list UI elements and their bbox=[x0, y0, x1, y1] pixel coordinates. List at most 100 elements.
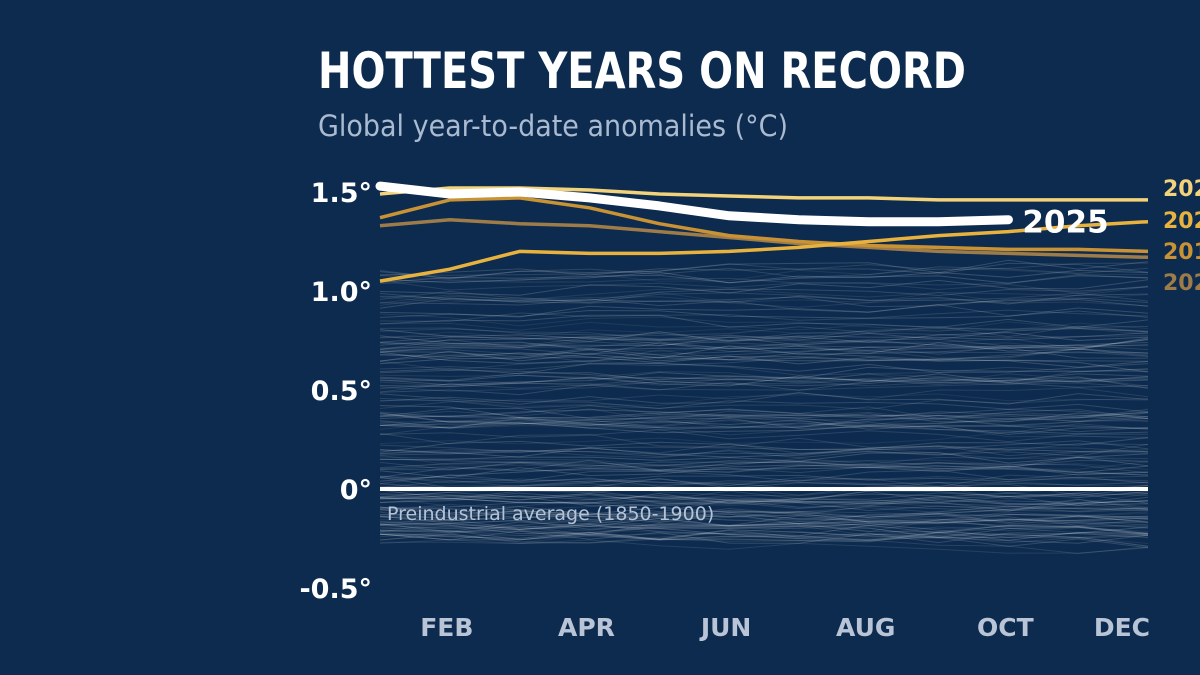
background-year-line bbox=[379, 271, 1149, 284]
background-year-line bbox=[379, 489, 1149, 506]
background-year-line bbox=[379, 369, 1149, 389]
y-tick-label: 1.0° bbox=[311, 277, 372, 308]
background-year-line bbox=[379, 498, 1149, 512]
background-year-line bbox=[379, 511, 1149, 526]
background-year-line bbox=[379, 503, 1149, 521]
background-year-line bbox=[379, 505, 1149, 519]
background-year-line bbox=[379, 492, 1149, 504]
background-year-line bbox=[379, 512, 1149, 534]
background-year-line bbox=[379, 442, 1149, 457]
y-tick-label: 1.5° bbox=[311, 178, 372, 209]
background-year-line bbox=[379, 313, 1149, 333]
background-year-line bbox=[380, 445, 1149, 460]
background-year-line bbox=[379, 372, 1149, 388]
background-year-line bbox=[379, 314, 1149, 328]
background-year-line bbox=[379, 295, 1149, 308]
background-year-line bbox=[379, 518, 1149, 529]
background-year-line bbox=[379, 476, 1149, 495]
background-year-line bbox=[379, 377, 1149, 396]
background-year-line bbox=[379, 337, 1149, 349]
background-year-line bbox=[379, 518, 1149, 530]
background-year-line bbox=[379, 507, 1149, 527]
background-year-line bbox=[379, 499, 1149, 513]
background-year-line bbox=[380, 539, 1149, 554]
background-year-line bbox=[379, 498, 1149, 521]
background-year-line bbox=[379, 290, 1149, 303]
series-line-2023 bbox=[379, 219, 1149, 283]
background-year-line bbox=[379, 344, 1149, 355]
background-year-line bbox=[379, 510, 1149, 524]
background-year-line bbox=[379, 267, 1149, 282]
background-year-line bbox=[379, 493, 1149, 507]
background-year-line bbox=[379, 370, 1149, 382]
preindustrial-baseline: Preindustrial average (1850-1900) bbox=[380, 487, 1148, 525]
x-tick-label: FEB bbox=[420, 613, 473, 642]
background-year-line bbox=[379, 456, 1149, 470]
background-year-line bbox=[379, 513, 1149, 527]
background-year-line bbox=[379, 322, 1149, 339]
background-year-line bbox=[379, 286, 1149, 302]
background-year-line bbox=[379, 286, 1149, 304]
background-year-line bbox=[379, 325, 1149, 338]
background-year-line bbox=[379, 351, 1149, 368]
background-year-line bbox=[379, 262, 1149, 276]
background-year-line bbox=[379, 432, 1149, 452]
background-year-line bbox=[379, 377, 1149, 392]
background-year-line bbox=[379, 345, 1148, 362]
background-year-line bbox=[379, 398, 1149, 420]
background-year-line bbox=[379, 474, 1149, 488]
background-year-line bbox=[379, 492, 1149, 512]
background-year-line bbox=[379, 409, 1149, 423]
background-year-line bbox=[379, 342, 1149, 356]
background-year-line bbox=[379, 408, 1149, 429]
background-year-line bbox=[379, 273, 1149, 286]
background-year-line bbox=[379, 332, 1149, 350]
background-year-line bbox=[379, 411, 1149, 426]
background-year-line bbox=[379, 525, 1149, 537]
background-year-line bbox=[379, 416, 1149, 429]
background-year-line bbox=[379, 440, 1149, 455]
background-year-line bbox=[379, 459, 1149, 474]
background-year-line bbox=[379, 523, 1149, 537]
background-year-line bbox=[379, 512, 1149, 525]
background-year-line bbox=[379, 443, 1149, 459]
background-year-line bbox=[379, 408, 1149, 421]
background-year-line bbox=[379, 415, 1149, 423]
background-year-line bbox=[379, 506, 1148, 519]
background-year-line bbox=[379, 266, 1149, 280]
background-year-line bbox=[379, 366, 1149, 386]
x-tick-label: AUG bbox=[836, 613, 895, 642]
background-year-line bbox=[379, 520, 1149, 539]
background-year-line bbox=[379, 362, 1149, 375]
series-label-2023: 2023 bbox=[1163, 209, 1200, 234]
background-year-line bbox=[379, 373, 1149, 382]
background-year-line bbox=[379, 477, 1149, 500]
x-tick-label: OCT bbox=[977, 613, 1034, 642]
background-year-line bbox=[379, 412, 1149, 436]
background-year-line bbox=[379, 495, 1149, 508]
background-year-line bbox=[379, 508, 1149, 523]
background-year-line bbox=[379, 521, 1149, 536]
background-year-line bbox=[379, 327, 1149, 346]
x-tick-label: APR bbox=[558, 613, 615, 642]
background-year-line bbox=[379, 527, 1149, 541]
background-year-line bbox=[379, 531, 1149, 544]
background-year-line bbox=[379, 459, 1149, 478]
background-year-line bbox=[379, 414, 1149, 430]
background-year-line bbox=[379, 412, 1149, 430]
background-year-line bbox=[379, 447, 1149, 456]
background-year-line bbox=[379, 412, 1149, 433]
background-year-line bbox=[379, 533, 1149, 549]
background-year-line bbox=[379, 259, 1149, 279]
background-year-line bbox=[379, 392, 1149, 405]
background-year-line bbox=[379, 326, 1149, 341]
background-year-line bbox=[379, 490, 1149, 503]
background-year-line bbox=[379, 509, 1149, 525]
background-year-line bbox=[379, 530, 1149, 544]
series-line-2016 bbox=[379, 196, 1149, 254]
background-year-line bbox=[379, 393, 1149, 408]
background-year-line bbox=[379, 329, 1149, 343]
